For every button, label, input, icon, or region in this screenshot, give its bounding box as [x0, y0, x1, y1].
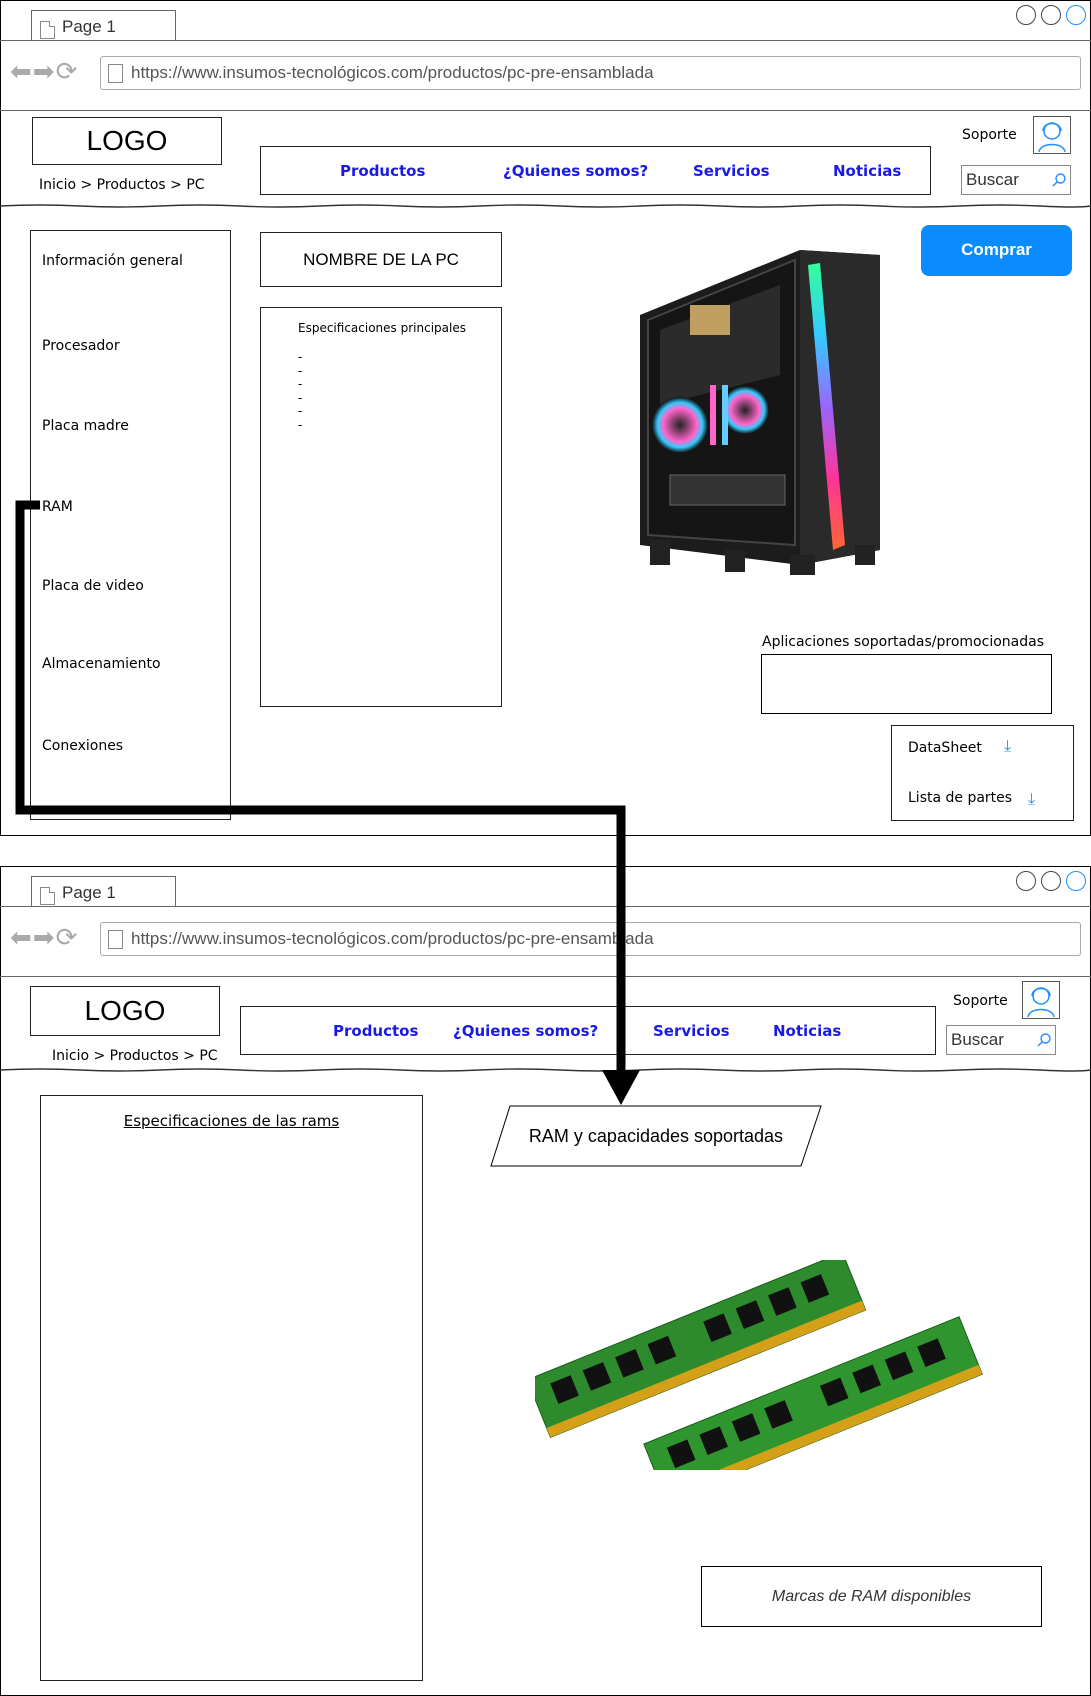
back-arrow-icon[interactable]: ⬅ [10, 57, 33, 87]
reload-icon[interactable]: ⟳ [55, 57, 79, 87]
sidebar-item-procesador[interactable]: Procesador [42, 338, 120, 354]
main-menu: Productos ¿Quienes somos? Servicios Noti… [260, 146, 931, 195]
menu-item-productos[interactable]: Productos [333, 1022, 419, 1040]
browser-nav-icons: ⬅➡⟳ [10, 57, 78, 87]
page-icon [108, 64, 123, 83]
logo[interactable]: LOGO [30, 986, 220, 1036]
apps-label: Aplicaciones soportadas/promocionadas [762, 634, 1044, 650]
toolbar-line [0, 976, 1091, 977]
parts-list-link[interactable]: Lista de partes [908, 790, 1013, 806]
window-close-button[interactable] [1066, 5, 1086, 25]
spec-item: - [298, 390, 303, 405]
spec-item: - [298, 404, 303, 418]
tab-label: Page 1 [62, 17, 116, 36]
tab-strip-line [0, 906, 1091, 907]
page-icon [108, 930, 123, 949]
datasheet-link[interactable]: DataSheet [908, 740, 982, 756]
spec-item: - [298, 350, 303, 364]
browser-tab-bottom[interactable]: Page 1 [31, 876, 176, 906]
download-icon[interactable]: ⤓ [1004, 736, 1012, 755]
ram-specs-panel: Especificaciones de las rams [40, 1095, 423, 1681]
spec-item: - [298, 363, 303, 378]
download-icon[interactable]: ⤓ [1028, 789, 1036, 808]
menu-item-productos[interactable]: Productos [340, 162, 426, 180]
ram-brands-box: Marcas de RAM disponibles [701, 1566, 1042, 1627]
window-maximize-button[interactable] [1041, 5, 1061, 25]
window-maximize-button[interactable] [1041, 871, 1061, 891]
ram-specs-title[interactable]: Especificaciones de las rams [123, 1112, 340, 1130]
sidebar-item-placa-de-video[interactable]: Placa de video [42, 578, 144, 594]
sidebar-item-placa-madre[interactable]: Placa madre [42, 418, 129, 434]
menu-item-noticias[interactable]: Noticias [773, 1022, 842, 1040]
forward-arrow-icon[interactable]: ➡ [32, 923, 56, 953]
ram-modules-image [535, 1260, 983, 1470]
search-placeholder: Buscar [951, 1030, 1004, 1049]
sidebar-item-conexiones[interactable]: Conexiones [42, 738, 124, 754]
search-icon[interactable] [1036, 1032, 1052, 1048]
specs-list: - - - - - - [298, 350, 303, 432]
sidebar-item-almacenamiento[interactable]: Almacenamiento [42, 656, 161, 672]
url-text: https://www.insumos-tecnológicos.com/pro… [131, 929, 654, 948]
menu-item-noticias[interactable]: Noticias [833, 162, 902, 180]
search-input[interactable]: Buscar [946, 1025, 1056, 1055]
address-bar[interactable]: https://www.insumos-tecnológicos.com/pro… [100, 56, 1081, 90]
logo[interactable]: LOGO [32, 117, 222, 165]
browser-nav-icons: ⬅➡⟳ [10, 923, 78, 953]
pc-tower-image [640, 250, 880, 575]
support-link[interactable]: Soporte [962, 127, 1017, 143]
page-icon [40, 21, 55, 39]
breadcrumb[interactable]: Inicio > Productos > PC [52, 1048, 218, 1064]
downloads-panel: DataSheet ⤓ Lista de partes ⤓ [891, 725, 1074, 821]
reload-icon[interactable]: ⟳ [55, 923, 79, 953]
search-icon[interactable] [1051, 172, 1067, 188]
sidebar-menu: Información general Procesador Placa mad… [30, 230, 231, 820]
page-icon [40, 887, 55, 905]
search-placeholder: Buscar [966, 170, 1019, 189]
header-divider [0, 204, 1091, 208]
support-link[interactable]: Soporte [953, 993, 1008, 1009]
search-input[interactable]: Buscar [961, 165, 1071, 195]
main-specs-panel: Especificaciones principales - - - - - - [260, 307, 502, 707]
window-minimize-button[interactable] [1016, 5, 1036, 25]
back-arrow-icon[interactable]: ⬅ [10, 923, 33, 953]
toolbar-line [0, 110, 1091, 111]
spec-item: - [298, 417, 303, 432]
menu-item-quienes-somos[interactable]: ¿Quienes somos? [503, 162, 649, 180]
menu-item-quienes-somos[interactable]: ¿Quienes somos? [453, 1022, 599, 1040]
specs-title: Especificaciones principales [298, 321, 466, 335]
breadcrumb[interactable]: Inicio > Productos > PC [39, 177, 205, 193]
spec-item: - [298, 377, 303, 391]
menu-item-servicios[interactable]: Servicios [693, 162, 770, 180]
support-avatar-icon[interactable] [1022, 981, 1060, 1019]
sidebar-item-ram[interactable]: RAM [42, 499, 73, 515]
pc-name-title: NOMBRE DE LA PC [260, 232, 502, 287]
url-text: https://www.insumos-tecnológicos.com/pro… [131, 63, 654, 82]
tab-strip-line [0, 40, 1091, 41]
sidebar-item-informacion-general[interactable]: Información general [42, 253, 183, 269]
main-menu: Productos ¿Quienes somos? Servicios Noti… [240, 1006, 936, 1055]
ram-header-title: RAM y capacidades soportadas [528, 1126, 784, 1146]
ram-header-shape [490, 1105, 822, 1167]
apps-box [761, 654, 1052, 714]
tab-label: Page 1 [62, 883, 116, 902]
menu-item-servicios[interactable]: Servicios [653, 1022, 730, 1040]
forward-arrow-icon[interactable]: ➡ [32, 57, 56, 87]
support-avatar-icon[interactable] [1033, 116, 1071, 154]
header-divider [0, 1068, 1091, 1072]
browser-tab-top[interactable]: Page 1 [31, 10, 176, 40]
window-close-button[interactable] [1066, 871, 1086, 891]
buy-button[interactable]: Comprar [921, 225, 1072, 276]
window-minimize-button[interactable] [1016, 871, 1036, 891]
address-bar[interactable]: https://www.insumos-tecnológicos.com/pro… [100, 922, 1081, 956]
